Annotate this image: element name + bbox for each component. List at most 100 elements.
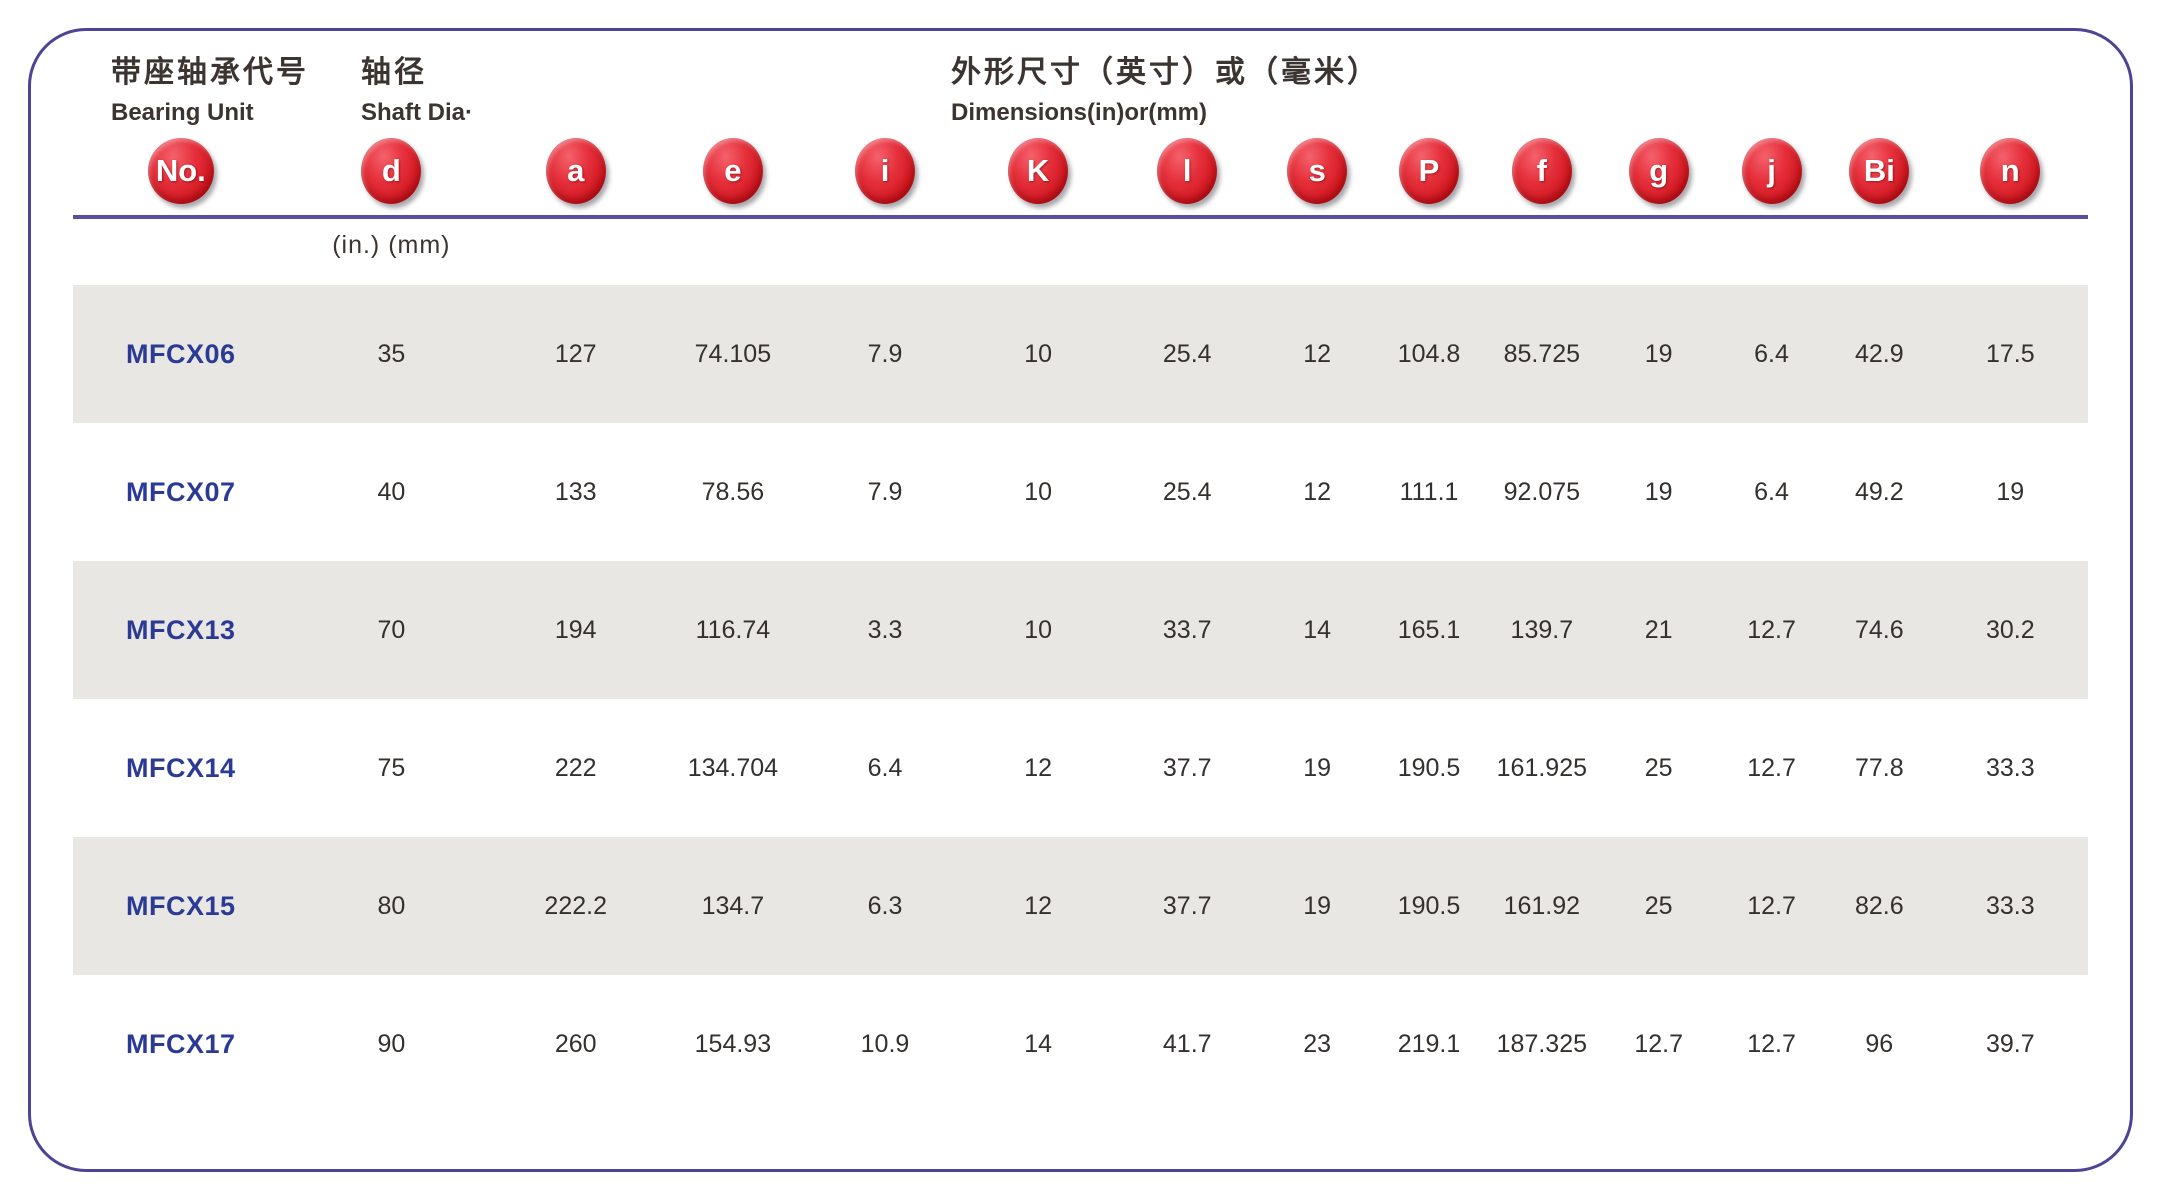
dimension-value: 37.7 [1162, 753, 1212, 782]
column-badge-e: e [702, 138, 763, 204]
dimension-value: 6.3 [867, 891, 903, 920]
dimension-value: 80 [377, 891, 406, 920]
dimension-value: 6.4 [1754, 477, 1789, 506]
dimension-value: 10 [1024, 339, 1053, 368]
dimension-value: 19 [1644, 477, 1673, 506]
bearing-model: MFCX07 [126, 476, 236, 507]
column-badge-d: d [361, 138, 422, 204]
table-row: MFCX15 80 222.2 134.7 6.3 12 37.7 19 190.5 161.92… [73, 837, 2088, 975]
dimension-value: 19 [1644, 339, 1673, 368]
dimension-value: 6.4 [867, 753, 903, 782]
table-row: MFCX13 70 194 116.74 3.3 10 33.7 14 165.1 139.7 21… [73, 561, 2088, 699]
unit-note: (in.) (mm) [332, 230, 451, 259]
dimension-value: 12.7 [1747, 753, 1796, 782]
table-body: MFCX06 35 127 74.105 7.9 10 25.4 12 104.8 85.725 1… [73, 285, 2088, 1113]
dimension-value: 12.7 [1634, 1029, 1684, 1058]
column-badge-a: a [545, 138, 606, 204]
dimension-value: 165.1 [1397, 615, 1461, 644]
header-dimensions: 外形尺寸（英寸）或（毫米） Dimensions(in)or(mm) [951, 47, 1380, 127]
bearing-model: MFCX06 [126, 338, 236, 369]
dimension-value: 111.1 [1399, 477, 1459, 506]
dimension-value: 33.3 [1985, 891, 2035, 920]
dimension-value: 33.3 [1985, 753, 2035, 782]
dimension-value: 39.7 [1985, 1029, 2035, 1058]
bearing-model: MFCX14 [126, 752, 236, 783]
dimensions-label-zh: 外形尺寸（英寸）或（毫米） [951, 56, 1380, 89]
dimension-value: 127 [554, 339, 597, 368]
dimension-value: 14 [1024, 1029, 1053, 1058]
header-shaft-dia: 轴径 Shaft Dia· [361, 47, 473, 127]
dimension-value: 194 [554, 615, 597, 644]
dimension-value: 134.704 [687, 753, 779, 782]
dimension-value: 133 [554, 477, 597, 506]
table-row: MFCX14 75 222 134.704 6.4 12 37.7 19 190.5 161.92… [73, 699, 2088, 837]
table-header: 带座轴承代号 Bearing Unit 轴径 Shaft Dia· 外形尺寸（英… [73, 41, 2088, 133]
dimension-value: 190.5 [1397, 891, 1461, 920]
unit-note-row: (in.) (mm) [73, 219, 2088, 271]
dimension-value: 7.9 [867, 339, 903, 368]
dimension-value: 82.6 [1854, 891, 1904, 920]
dimension-value: 12.7 [1747, 1029, 1796, 1058]
column-badge-bi: Bi [1849, 138, 1910, 204]
dimension-value: 25 [1644, 753, 1673, 782]
column-badge-s: s [1287, 138, 1348, 204]
column-badge-l: l [1157, 138, 1218, 204]
dimension-value: 10.9 [860, 1029, 910, 1058]
dimension-value: 104.8 [1397, 339, 1461, 368]
table-row: MFCX17 90 260 154.93 10.9 14 41.7 23 219.1 187.32… [73, 975, 2088, 1113]
bearing-unit-label-zh: 带座轴承代号 [111, 56, 309, 89]
dimension-value: 35 [377, 339, 406, 368]
dimension-value: 7.9 [867, 477, 903, 506]
column-badge-no: No. [147, 138, 214, 204]
dimension-value: 42.9 [1854, 339, 1904, 368]
dimensions-label-en: Dimensions(in)or(mm) [951, 99, 1208, 126]
dimension-value: 12 [1303, 339, 1332, 368]
header-separator-line [73, 215, 2088, 219]
column-badge-g: g [1628, 138, 1689, 204]
bearing-table-panel: 带座轴承代号 Bearing Unit 轴径 Shaft Dia· 外形尺寸（英… [28, 28, 2133, 1172]
dimension-value: 77.8 [1854, 753, 1904, 782]
dimension-value: 222 [554, 753, 597, 782]
column-badge-f: f [1511, 138, 1572, 204]
bearing-model: MFCX17 [126, 1028, 236, 1059]
dimension-value: 12 [1303, 477, 1332, 506]
dimension-value: 49.2 [1854, 477, 1904, 506]
dimension-value: 78.56 [701, 477, 765, 506]
dimension-value: 12 [1024, 891, 1053, 920]
dimension-value: 25 [1644, 891, 1673, 920]
bearing-unit-label-en: Bearing Unit [111, 99, 254, 126]
column-badge-k: K [1008, 138, 1069, 204]
shaft-dia-label-zh: 轴径 [361, 56, 427, 89]
dimension-value: 17.5 [1985, 339, 2035, 368]
column-badge-i: i [855, 138, 915, 204]
dimension-value: 70 [377, 615, 406, 644]
dimension-value: 37.7 [1162, 891, 1212, 920]
dimension-value: 154.93 [694, 1029, 772, 1058]
dimension-value: 30.2 [1985, 615, 2035, 644]
dimension-value: 3.3 [867, 615, 903, 644]
dimension-value: 92.075 [1503, 477, 1581, 506]
dimension-value: 116.74 [695, 615, 771, 644]
dimension-value: 222.2 [544, 891, 607, 920]
shaft-dia-label-en: Shaft Dia· [361, 99, 474, 126]
dimension-value: 90 [377, 1029, 406, 1058]
table-row: MFCX07 40 133 78.56 7.9 10 25.4 12 111.1 92.075 19… [73, 423, 2088, 561]
dimension-value: 19 [1303, 753, 1332, 782]
dimension-value: 10 [1024, 615, 1053, 644]
column-badge-n: n [1980, 138, 2041, 204]
dimension-value: 74.6 [1854, 615, 1904, 644]
dimension-value: 14 [1303, 615, 1332, 644]
dimension-value: 33.7 [1162, 615, 1212, 644]
dimension-value: 96 [1865, 1029, 1894, 1058]
dimension-value: 6.4 [1754, 339, 1789, 368]
dimension-value: 74.105 [694, 339, 772, 368]
bearing-model: MFCX15 [126, 890, 236, 921]
dimension-value: 75 [377, 753, 406, 782]
dimension-value: 12 [1024, 753, 1053, 782]
dimension-value: 219.1 [1397, 1029, 1461, 1058]
dimension-value: 25.4 [1162, 477, 1212, 506]
column-badge-p: P [1399, 138, 1459, 204]
dimension-value: 23 [1303, 1029, 1332, 1058]
